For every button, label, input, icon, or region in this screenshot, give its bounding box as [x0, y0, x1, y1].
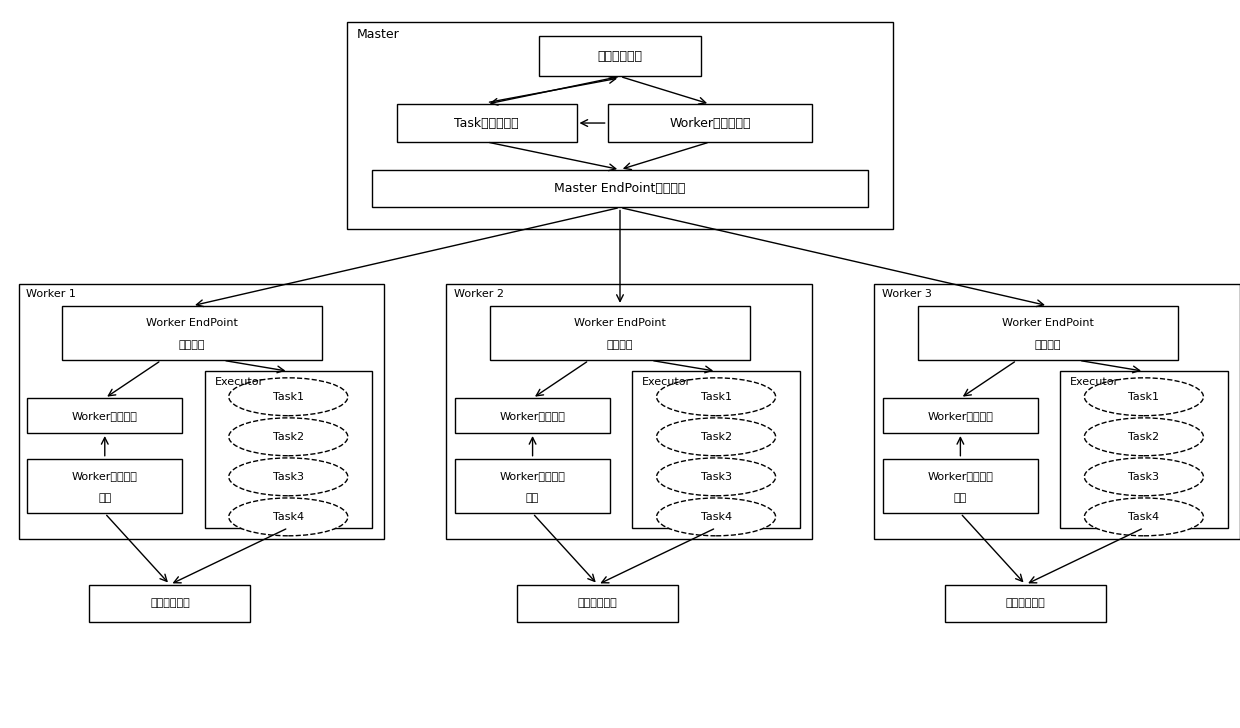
- Text: Worker节点信息: Worker节点信息: [72, 471, 138, 481]
- Text: Task2: Task2: [701, 432, 732, 442]
- Bar: [19, 284, 384, 539]
- Text: Worker节点信息: Worker节点信息: [500, 471, 565, 481]
- Text: Task1: Task1: [701, 392, 732, 402]
- Ellipse shape: [1084, 498, 1203, 536]
- Ellipse shape: [657, 498, 776, 536]
- Bar: [347, 22, 893, 229]
- Text: Worker 1: Worker 1: [26, 289, 76, 299]
- Bar: [27, 398, 182, 433]
- Ellipse shape: [657, 418, 776, 456]
- Bar: [1060, 371, 1228, 528]
- Text: Executor: Executor: [1070, 377, 1120, 387]
- Bar: [883, 459, 1038, 513]
- Text: Task2: Task2: [273, 432, 304, 442]
- Text: 监测: 监测: [954, 493, 967, 503]
- Text: Master EndPoint通信接口: Master EndPoint通信接口: [554, 182, 686, 195]
- Bar: [372, 170, 868, 207]
- Text: Executor: Executor: [642, 377, 692, 387]
- Ellipse shape: [228, 498, 347, 536]
- Bar: [632, 371, 800, 528]
- Bar: [608, 104, 812, 142]
- Ellipse shape: [657, 458, 776, 496]
- Text: Worker权値模块: Worker权値模块: [500, 411, 565, 421]
- Text: Task2: Task2: [1128, 432, 1159, 442]
- Text: 通信接口: 通信接口: [606, 340, 634, 350]
- Bar: [918, 306, 1178, 360]
- Text: Worker节点信息: Worker节点信息: [928, 471, 993, 481]
- Bar: [883, 398, 1038, 433]
- Bar: [945, 585, 1106, 622]
- Text: Master: Master: [357, 28, 399, 41]
- Bar: [62, 306, 322, 360]
- Bar: [490, 306, 750, 360]
- Ellipse shape: [228, 378, 347, 416]
- Text: Task3: Task3: [273, 472, 304, 482]
- Text: Worker权値模块: Worker权値模块: [928, 411, 993, 421]
- Bar: [27, 459, 182, 513]
- Text: Task4: Task4: [273, 512, 304, 522]
- Text: Task1: Task1: [273, 392, 304, 402]
- Text: Task任务调度器: Task任务调度器: [454, 116, 520, 130]
- Text: 负载均衡模块: 负载均衡模块: [1006, 598, 1045, 609]
- Text: 负载均衡模块: 负载均衡模块: [598, 50, 642, 63]
- Text: Worker EndPoint: Worker EndPoint: [574, 318, 666, 328]
- Text: Worker EndPoint: Worker EndPoint: [146, 318, 238, 328]
- Text: Task3: Task3: [701, 472, 732, 482]
- Ellipse shape: [228, 418, 347, 456]
- Ellipse shape: [1084, 418, 1203, 456]
- Text: Task1: Task1: [1128, 392, 1159, 402]
- Text: 负载均衡模块: 负载均衡模块: [150, 598, 190, 609]
- Bar: [455, 398, 610, 433]
- Text: 通信接口: 通信接口: [179, 340, 206, 350]
- Ellipse shape: [657, 378, 776, 416]
- Ellipse shape: [1084, 378, 1203, 416]
- Bar: [455, 459, 610, 513]
- Bar: [517, 585, 678, 622]
- Text: Worker 2: Worker 2: [454, 289, 503, 299]
- Bar: [446, 284, 812, 539]
- Bar: [397, 104, 577, 142]
- Bar: [89, 585, 250, 622]
- Text: Task4: Task4: [1128, 512, 1159, 522]
- Text: Worker节点权値表: Worker节点权値表: [670, 116, 750, 130]
- Ellipse shape: [1084, 458, 1203, 496]
- Text: 监测: 监测: [98, 493, 112, 503]
- Bar: [539, 36, 701, 76]
- Text: Task4: Task4: [701, 512, 732, 522]
- Text: 通信接口: 通信接口: [1034, 340, 1061, 350]
- Ellipse shape: [228, 458, 347, 496]
- Text: Executor: Executor: [215, 377, 264, 387]
- Text: 负载均衡模块: 负载均衡模块: [578, 598, 618, 609]
- Text: Worker 3: Worker 3: [882, 289, 931, 299]
- Bar: [205, 371, 372, 528]
- Text: Task3: Task3: [1128, 472, 1159, 482]
- Text: Worker EndPoint: Worker EndPoint: [1002, 318, 1094, 328]
- Text: 监测: 监测: [526, 493, 539, 503]
- Text: Worker权値模块: Worker权値模块: [72, 411, 138, 421]
- Bar: [874, 284, 1240, 539]
